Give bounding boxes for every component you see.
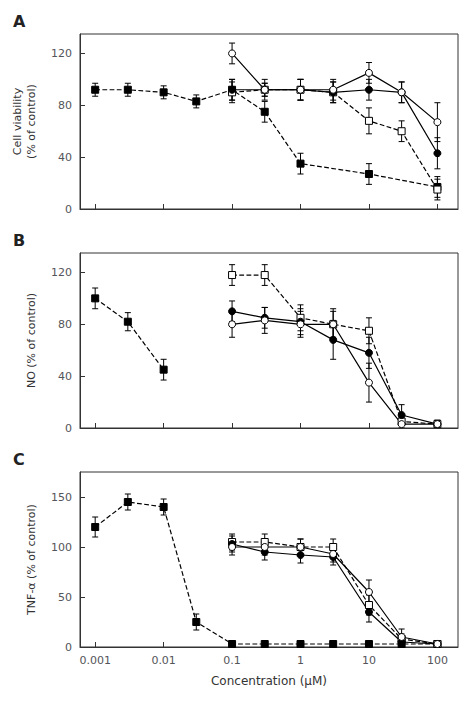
svg-text:TNF-α (% of control): TNF-α (% of control): [25, 504, 38, 616]
svg-text:100: 100: [51, 541, 72, 554]
svg-text:Cell viability: Cell viability: [11, 87, 24, 155]
svg-text:10: 10: [362, 654, 376, 667]
svg-text:120: 120: [51, 47, 72, 60]
svg-text:1: 1: [297, 654, 304, 667]
svg-text:0.1: 0.1: [223, 654, 241, 667]
svg-text:40: 40: [58, 370, 72, 383]
svg-text:A: A: [13, 12, 26, 31]
svg-text:0: 0: [65, 641, 72, 654]
svg-text:(% of control): (% of control): [25, 84, 38, 159]
svg-text:Concentration (μM): Concentration (μM): [211, 674, 327, 688]
svg-text:B: B: [13, 231, 25, 250]
svg-text:50: 50: [58, 591, 72, 604]
svg-text:0: 0: [65, 422, 72, 435]
svg-text:120: 120: [51, 266, 72, 279]
svg-text:C: C: [13, 450, 25, 469]
svg-text:80: 80: [58, 318, 72, 331]
svg-text:80: 80: [58, 99, 72, 112]
svg-text:100: 100: [427, 654, 448, 667]
svg-text:0.01: 0.01: [151, 654, 176, 667]
svg-text:0: 0: [65, 203, 72, 216]
svg-text:40: 40: [58, 151, 72, 164]
svg-text:150: 150: [51, 491, 72, 504]
svg-text:NO (% of control): NO (% of control): [25, 293, 38, 388]
svg-text:0.001: 0.001: [79, 654, 111, 667]
